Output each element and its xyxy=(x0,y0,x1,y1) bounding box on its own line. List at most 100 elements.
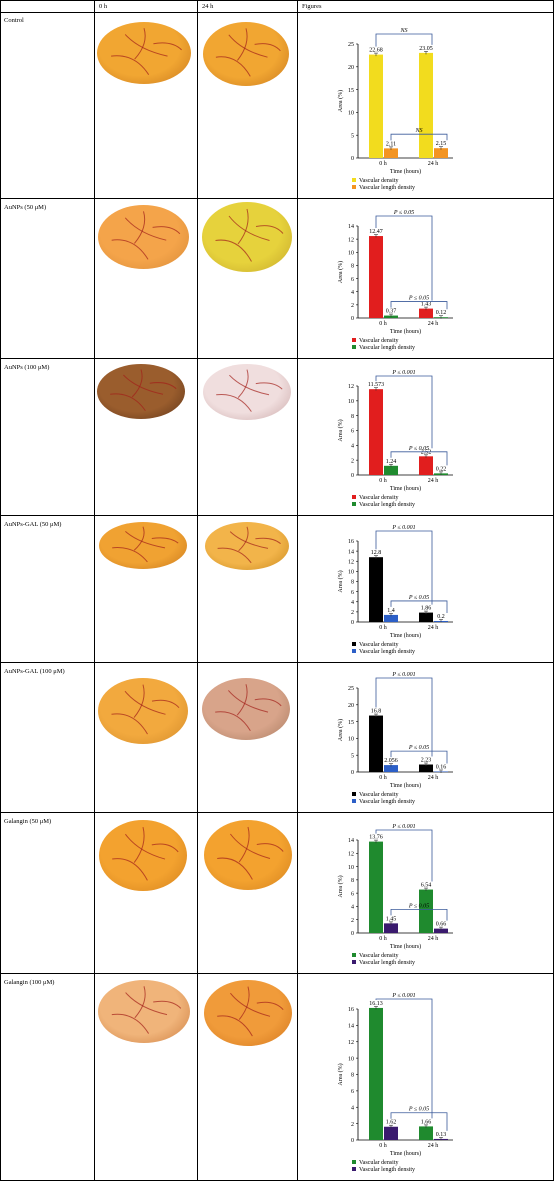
bar-chart-5: 0 2 4 6 8 10 12 14 Area (%) 13.76 6.54 1.45 0.66 0 h 2… xyxy=(337,824,453,966)
bar-chart-2: 0 2 4 6 8 10 12 Area (%) 11.573 2.52 1.24 0.22 0 h 24… xyxy=(337,370,453,508)
y-tick-label: 2 xyxy=(351,1122,354,1128)
significance-bracket xyxy=(390,301,448,310)
cam-egg-image-2 xyxy=(98,205,189,269)
data-label: 1.62 xyxy=(386,1120,397,1126)
cam-egg-image-10 xyxy=(99,820,187,891)
data-label: 0.2 xyxy=(437,614,445,620)
y-tick-label: 10 xyxy=(348,865,354,871)
legend-swatch xyxy=(352,1160,356,1164)
significance-label: P ≤ 0.05 xyxy=(408,446,429,452)
bar-chart-4: 0 5 10 15 20 25 Area (%) 16.8 2.23 2.056 0.16 0 h 24… xyxy=(337,672,453,805)
significance-bracket xyxy=(375,215,433,301)
legend-swatch xyxy=(352,649,356,653)
y-tick-label: 0 xyxy=(351,1138,354,1144)
y-tick-label: 0 xyxy=(351,770,354,776)
y-tick-label: 4 xyxy=(351,290,354,296)
y-tick-label: 20 xyxy=(348,703,354,709)
bar-chart-3: 0 2 4 6 8 10 12 14 16 Area (%) 12.8 1.86 1.4 0.2 0 h 24… xyxy=(337,525,453,655)
significance-bracket xyxy=(375,677,433,757)
header-0h: 0 h xyxy=(99,3,108,10)
x-tick-label: 0 h xyxy=(379,161,387,167)
y-tick-label: 4 xyxy=(351,444,354,450)
y-tick-label: 0 xyxy=(351,156,354,162)
significance-bracket xyxy=(390,133,448,141)
cam-egg-image-12 xyxy=(98,980,190,1043)
blood-vessels-icon xyxy=(217,826,284,880)
cam-egg-image-7 xyxy=(205,522,289,570)
legend-label: Vascular density xyxy=(359,338,399,344)
bar-vascular-length-density xyxy=(384,1126,398,1140)
row-label-galangin-100: Galangin (100 μM) xyxy=(4,979,55,986)
significance-bracket xyxy=(390,750,448,764)
blood-vessels-icon xyxy=(215,28,281,77)
data-label: 1.43 xyxy=(421,302,432,308)
y-tick-label: 15 xyxy=(348,720,354,726)
y-axis-label: Area (%) xyxy=(337,261,344,283)
legend-swatch xyxy=(352,792,356,796)
row-label-aunps-50: AuNPs (50 μM) xyxy=(4,204,47,211)
y-tick-label: 8 xyxy=(351,1073,354,1079)
data-label: 1.24 xyxy=(386,459,397,465)
data-label: 2.52 xyxy=(421,449,432,455)
data-label: 0.37 xyxy=(386,309,397,315)
table-row-line xyxy=(0,358,554,359)
data-label: 12.47 xyxy=(369,229,383,235)
significance-bracket xyxy=(390,1112,448,1131)
cam-egg-image-11 xyxy=(204,820,292,890)
x-tick-label: 0 h xyxy=(379,478,387,484)
legend-label: Vascular length density xyxy=(359,649,415,655)
x-tick-label: 0 h xyxy=(379,775,387,781)
blood-vessels-icon xyxy=(111,28,182,75)
y-tick-label: 12 xyxy=(348,851,354,857)
cam-egg-image-9 xyxy=(202,678,290,740)
y-axis-label: Area (%) xyxy=(337,1063,344,1085)
data-label: 2.056 xyxy=(384,758,398,764)
bar-vascular-density xyxy=(369,236,383,318)
legend-label: Vascular length density xyxy=(359,1167,415,1173)
cam-egg-image-8 xyxy=(98,678,188,744)
bar-vascular-density xyxy=(369,557,383,622)
y-tick-label: 16 xyxy=(348,539,354,545)
y-tick-label: 15 xyxy=(348,88,354,94)
x-axis-label: Time (hours) xyxy=(390,782,421,789)
legend-swatch xyxy=(352,502,356,506)
bar-vascular-length-density xyxy=(384,923,398,933)
legend-label: Vascular density xyxy=(359,792,399,798)
cam-egg-image-0 xyxy=(97,22,191,84)
x-tick-label: 24 h xyxy=(428,775,439,781)
blood-vessels-icon xyxy=(215,208,284,262)
y-tick-label: 6 xyxy=(351,891,354,897)
blood-vessels-icon xyxy=(112,826,179,881)
y-tick-label: 16 xyxy=(348,1007,354,1013)
cam-egg-image-1 xyxy=(203,22,289,86)
y-tick-label: 10 xyxy=(348,250,354,256)
header-24h: 24 h xyxy=(202,3,214,10)
data-label: 1.66 xyxy=(421,1119,432,1125)
bar-vascular-density xyxy=(419,612,433,622)
blood-vessels-icon xyxy=(112,526,179,563)
y-tick-label: 4 xyxy=(351,1105,354,1111)
data-label: 12.8 xyxy=(371,550,382,556)
y-tick-label: 10 xyxy=(348,570,354,576)
significance-bracket xyxy=(375,375,433,449)
data-label: 1.4 xyxy=(387,608,395,614)
data-label: 6.54 xyxy=(421,883,432,889)
table-row-line xyxy=(0,662,554,663)
y-tick-label: 5 xyxy=(351,753,354,759)
data-label: 1.86 xyxy=(421,606,432,612)
y-tick-label: 8 xyxy=(351,264,354,270)
bar-vascular-density xyxy=(369,841,383,933)
table-col-line xyxy=(297,0,298,1181)
cam-egg-image-4 xyxy=(97,364,185,419)
significance-label: P ≤ 0.05 xyxy=(408,903,429,909)
significance-label: P ≤ 0.001 xyxy=(391,370,415,376)
y-tick-label: 10 xyxy=(348,737,354,743)
data-label: 0.12 xyxy=(436,310,447,316)
y-tick-label: 25 xyxy=(348,686,354,692)
significance-label: P ≤ 0.05 xyxy=(393,210,414,216)
data-label: 2.23 xyxy=(421,758,432,764)
y-tick-label: 5 xyxy=(351,133,354,139)
data-label: 0.16 xyxy=(436,764,447,770)
table-row-line xyxy=(0,812,554,813)
